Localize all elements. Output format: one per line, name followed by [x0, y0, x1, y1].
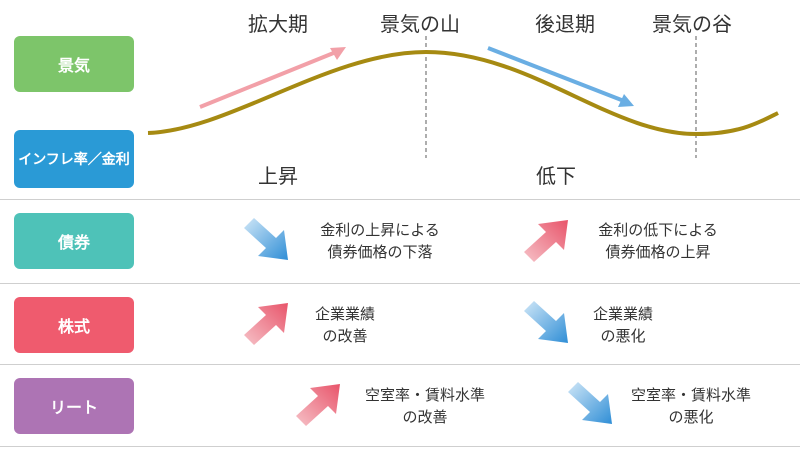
reit-left-note: 空室率・賃料水準 の改善: [350, 384, 500, 428]
row-label-economy: 景気: [14, 36, 134, 92]
note-line: 債券価格の上昇: [605, 243, 711, 261]
expansion-arrow: [199, 47, 346, 109]
up-arrow-icon: [296, 384, 340, 426]
row-label-reit: リート: [14, 378, 134, 434]
phase-peak: 景気の山: [380, 12, 460, 36]
row-label-stocks: 株式: [14, 297, 134, 353]
business-cycle-curve: [147, 49, 779, 137]
note-line: の改善: [322, 327, 368, 345]
note-line: の悪化: [668, 408, 714, 426]
note-line: の改善: [402, 408, 448, 426]
row-separator: [0, 199, 800, 200]
row-label-inflation: インフレ率／金利: [14, 130, 134, 188]
down-arrow-icon: [244, 218, 288, 260]
phase-expansion: 拡大期: [248, 12, 308, 36]
business-cycle-diagram: [147, 36, 779, 158]
row-separator: [0, 364, 800, 365]
note-line: 債券価格の下落: [327, 243, 433, 261]
note-line: 企業業績: [314, 305, 375, 323]
note-line: 金利の低下による: [598, 221, 718, 239]
note-line: 空室率・賃料水準: [364, 386, 485, 404]
inflation-rise-text: 上昇: [258, 164, 298, 188]
phase-recession: 後退期: [535, 12, 595, 36]
row-label-bonds: 債券: [14, 213, 134, 269]
note-line: 企業業績: [592, 305, 653, 323]
stocks-right-note: 企業業績 の悪化: [578, 303, 668, 347]
phase-trough: 景気の谷: [652, 12, 732, 36]
down-arrow-icon: [568, 382, 612, 424]
stocks-left-note: 企業業績 の改善: [300, 303, 390, 347]
reit-right-note: 空室率・賃料水準 の悪化: [616, 384, 766, 428]
inflation-fall-text: 低下: [536, 164, 576, 188]
note-line: の悪化: [600, 327, 646, 345]
down-arrow-icon: [524, 301, 568, 343]
up-arrow-icon: [524, 220, 568, 262]
row-separator: [0, 283, 800, 284]
bonds-left-note: 金利の上昇による 債券価格の下落: [300, 219, 460, 263]
bonds-right-note: 金利の低下による 債券価格の上昇: [578, 219, 738, 263]
row-separator: [0, 446, 800, 447]
note-line: 空室率・賃料水準: [630, 386, 751, 404]
note-line: 金利の上昇による: [320, 221, 440, 239]
up-arrow-icon: [244, 303, 288, 345]
recession-arrow: [487, 46, 634, 107]
